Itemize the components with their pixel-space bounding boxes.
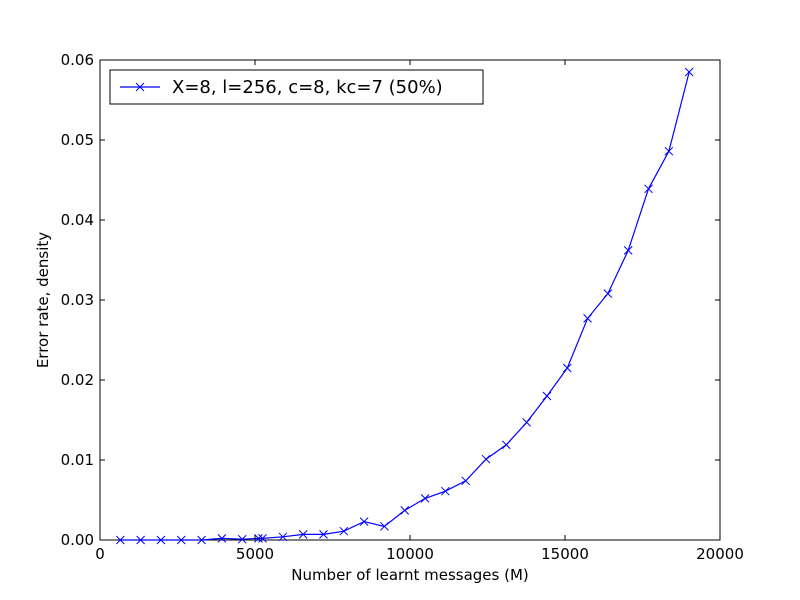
data-point [562, 363, 572, 373]
legend-marker [135, 82, 145, 92]
data-point [380, 522, 389, 531]
legend-entry-label: X=8, l=256, c=8, kc=7 (50%) [172, 77, 443, 98]
data-point [254, 534, 263, 543]
data-point [644, 184, 653, 194]
data-point [542, 391, 552, 401]
x-tick-label: 10000 [386, 545, 434, 563]
data-point [156, 535, 166, 545]
x-tick-label: 0 [95, 545, 105, 563]
y-tick-label: 0.05 [61, 131, 94, 149]
data-point [461, 476, 471, 486]
data-point [481, 454, 491, 464]
data-point [197, 535, 206, 545]
x-tick-label: 20000 [696, 545, 744, 563]
legend-box [109, 69, 484, 105]
data-point [136, 535, 145, 545]
x-tick-label: 5000 [236, 545, 274, 563]
data-point [603, 289, 613, 298]
y-tick-label: 0.06 [61, 51, 94, 69]
y-tick-label: 0.00 [61, 531, 94, 549]
y-tick-label: 0.01 [61, 451, 94, 469]
series-line [120, 71, 690, 541]
y-tick-label: 0.04 [61, 211, 94, 229]
x-axis: 0 5000 10000 15000 20000 [95, 60, 744, 563]
data-point [298, 530, 308, 539]
x-tick-label: 15000 [541, 545, 589, 563]
y-tick-label: 0.03 [61, 291, 94, 309]
data-point [115, 535, 125, 545]
data-point [278, 532, 288, 542]
legend: X=8, l=256, c=8, kc=7 (50%) [109, 69, 484, 105]
data-point [441, 486, 450, 496]
data-point [522, 418, 532, 427]
data-point [684, 67, 694, 77]
legend-marker-x [135, 82, 145, 92]
data-point [359, 517, 369, 526]
y-axis-label: Error rate, density [34, 232, 52, 368]
data-point [400, 506, 410, 515]
y-tick-label: 0.02 [61, 371, 94, 389]
y-axis: 0.00 0.01 0.02 0.03 0.04 0.05 0.06 [61, 51, 720, 549]
data-point [664, 146, 674, 156]
data-point [237, 534, 247, 544]
data-point [217, 534, 227, 543]
data-point [583, 314, 592, 323]
data-point [623, 246, 633, 255]
data-point [420, 494, 430, 503]
data-point [339, 526, 349, 536]
data-point [176, 535, 186, 545]
x-axis-label: Number of learnt messages (M) [291, 566, 529, 584]
data-point [501, 440, 511, 450]
data-point [258, 534, 267, 543]
data-point [319, 530, 328, 539]
